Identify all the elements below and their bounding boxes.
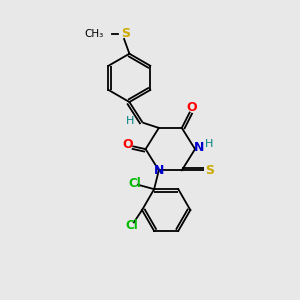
Text: H: H xyxy=(205,139,213,149)
Text: O: O xyxy=(186,101,197,114)
Text: Cl: Cl xyxy=(129,177,141,190)
Text: CH₃: CH₃ xyxy=(84,29,104,39)
Text: S: S xyxy=(205,164,214,177)
Text: Cl: Cl xyxy=(125,220,138,232)
Text: N: N xyxy=(154,164,164,177)
Text: O: O xyxy=(123,138,133,151)
Text: N: N xyxy=(194,141,205,154)
Text: H: H xyxy=(126,116,134,126)
Text: S: S xyxy=(121,27,130,40)
